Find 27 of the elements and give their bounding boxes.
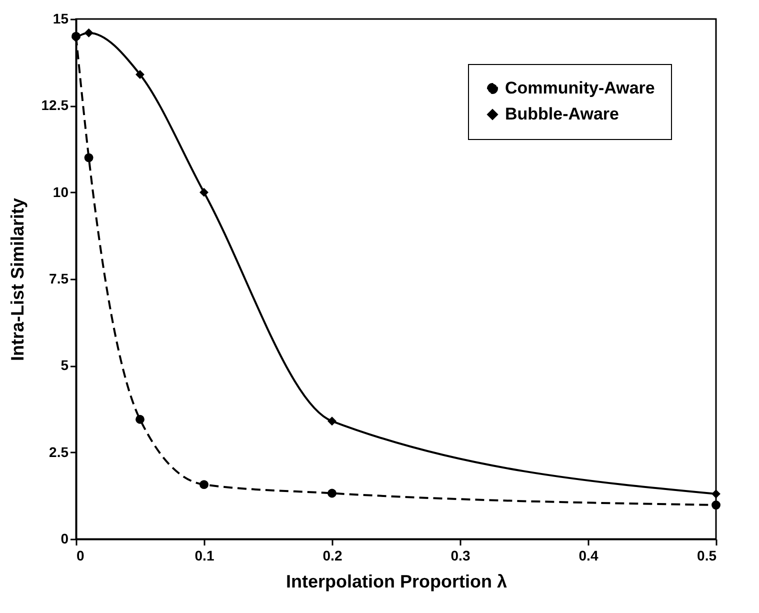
- x-tick-label: 0.4: [578, 548, 598, 564]
- y-tick-label: 12.5: [41, 97, 69, 114]
- x-axis-title: Interpolation Proportion λ: [286, 572, 507, 592]
- point: [328, 488, 336, 498]
- point: [136, 414, 144, 424]
- x-tick-label: 0.5: [697, 548, 717, 564]
- legend-label: Community-Aware: [505, 78, 655, 98]
- x-tick-label: 0.2: [322, 548, 342, 564]
- point: [200, 480, 208, 490]
- y-tick-label: 5: [60, 357, 69, 374]
- point: [200, 188, 208, 197]
- point: [712, 489, 720, 498]
- y-axis-title: Intra-List Similarity: [7, 198, 28, 362]
- x-tick-label: 0.3: [450, 548, 470, 564]
- y-tick-label: 15: [52, 10, 69, 26]
- y-tick-label: 2.5: [49, 444, 69, 460]
- legend-label: Bubble-Aware: [505, 104, 619, 124]
- y-tick-label: 0: [60, 530, 69, 546]
- point: [136, 70, 144, 79]
- point: [84, 28, 94, 38]
- x-tick-label: 0.1: [194, 548, 214, 564]
- point: [84, 153, 94, 162]
- y-tick-label: 7.5: [49, 270, 69, 286]
- point: [328, 416, 336, 426]
- point: [712, 500, 720, 510]
- y-tick-label: 10: [52, 184, 69, 200]
- x-tick-label: 0: [76, 548, 84, 564]
